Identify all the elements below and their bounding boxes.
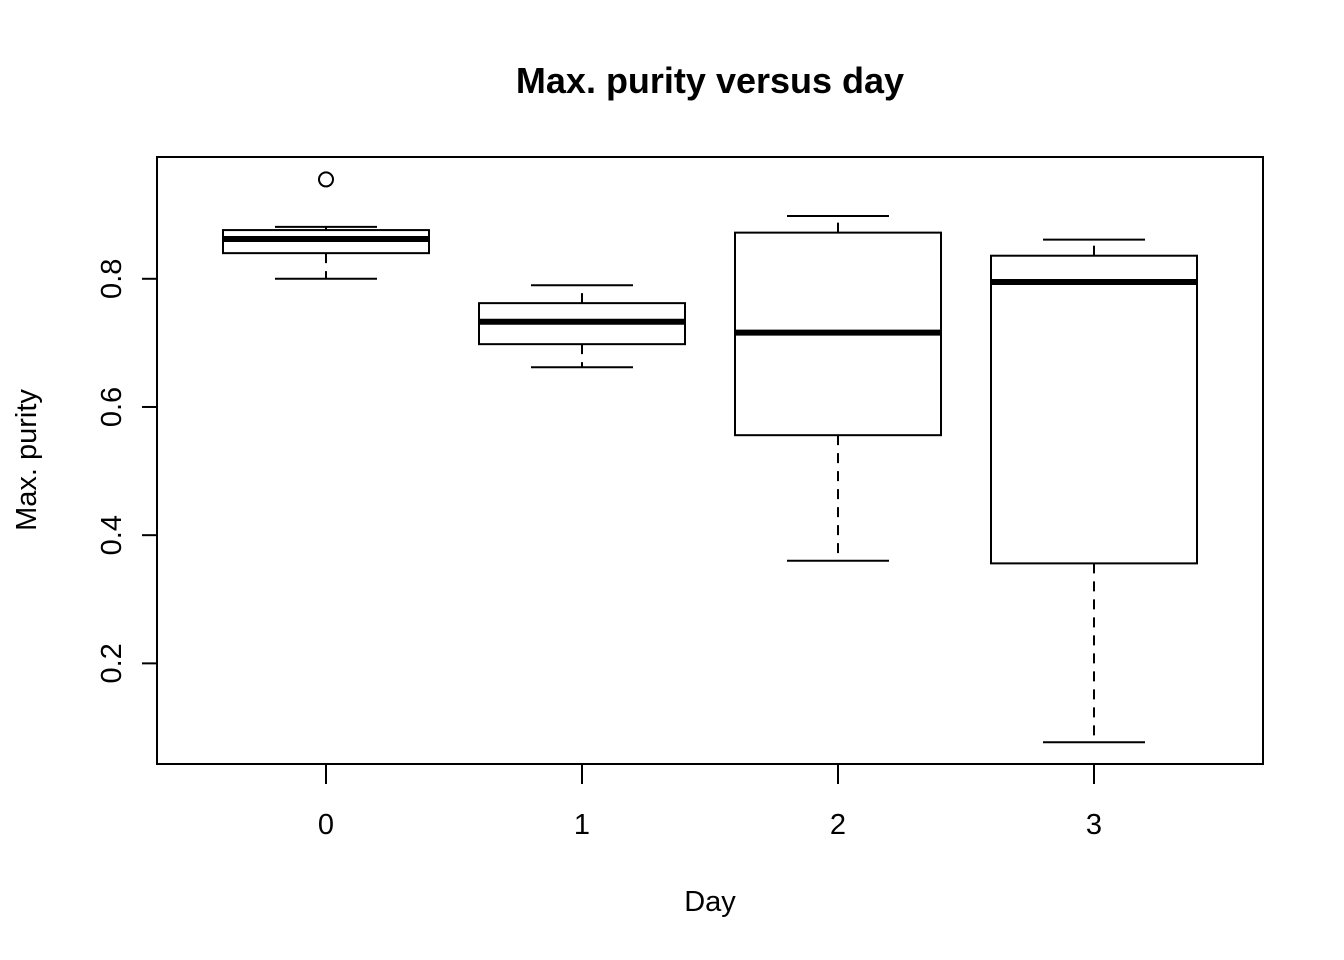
y-tick-label: 0.4: [96, 515, 128, 555]
y-tick-label: 0.8: [96, 259, 128, 299]
y-tick-label: 0.6: [96, 387, 128, 427]
outlier-point: [318, 171, 334, 188]
x-tick-label: 0: [318, 809, 334, 841]
y-axis-label: Max. purity: [11, 389, 43, 531]
y-tick-label: 0.2: [96, 643, 128, 683]
x-axis-label: Day: [684, 886, 736, 918]
x-tick-label: 2: [830, 809, 846, 841]
x-tick-label: 1: [574, 809, 590, 841]
x-tick-label: 3: [1086, 809, 1102, 841]
box-group-day-3: [990, 238, 1198, 744]
iqr-box: [990, 254, 1198, 565]
box-group-day-2: [734, 214, 942, 562]
chart-title: Max. purity versus day: [516, 60, 904, 101]
boxes-layer: [222, 171, 1198, 744]
x-axis: 0 1 2 3: [318, 763, 1102, 841]
box-group-day-1: [478, 284, 686, 369]
box-group-day-0: [222, 171, 430, 280]
y-axis: 0.2 0.4 0.6 0.8: [96, 259, 158, 684]
